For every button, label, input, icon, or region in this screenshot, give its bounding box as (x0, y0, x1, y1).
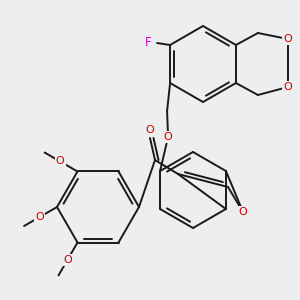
Text: O: O (164, 132, 172, 142)
Text: O: O (35, 212, 44, 222)
Text: O: O (238, 207, 247, 217)
Text: F: F (145, 35, 152, 49)
Text: O: O (56, 157, 64, 166)
Text: O: O (63, 255, 72, 265)
Text: O: O (146, 125, 154, 135)
Text: O: O (284, 82, 292, 92)
Text: O: O (284, 34, 292, 44)
